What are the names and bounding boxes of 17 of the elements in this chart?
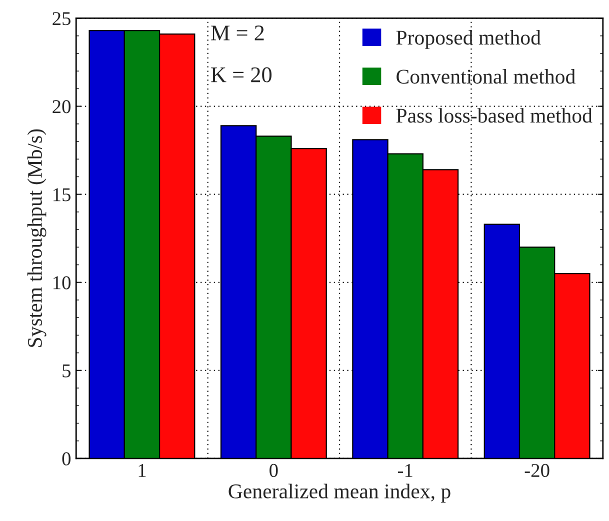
x-tick-label: -20 (524, 464, 550, 478)
legend-label: Pass loss-based method (396, 108, 592, 123)
x-tick-label: -1 (398, 464, 412, 477)
y-tick-label: 25 (52, 12, 71, 26)
legend-label: Proposed method (396, 30, 541, 49)
y-tick-label: 20 (52, 100, 71, 114)
y-axis-title: System throughput (Mb/s) (27, 129, 46, 347)
x-axis-title: Generalized mean index, p (228, 484, 450, 503)
legend-label: Conventional method (396, 69, 576, 84)
annotation: K = 20 (211, 67, 272, 82)
y-tick-label: 15 (54, 188, 71, 202)
y-tick-label: 10 (54, 276, 71, 290)
x-tick-label: 1 (138, 464, 146, 477)
y-tick-label: 5 (62, 364, 71, 378)
x-tick-label: 0 (270, 464, 278, 478)
annotation: M = 2 (211, 26, 264, 40)
y-tick-label: 0 (62, 452, 71, 466)
